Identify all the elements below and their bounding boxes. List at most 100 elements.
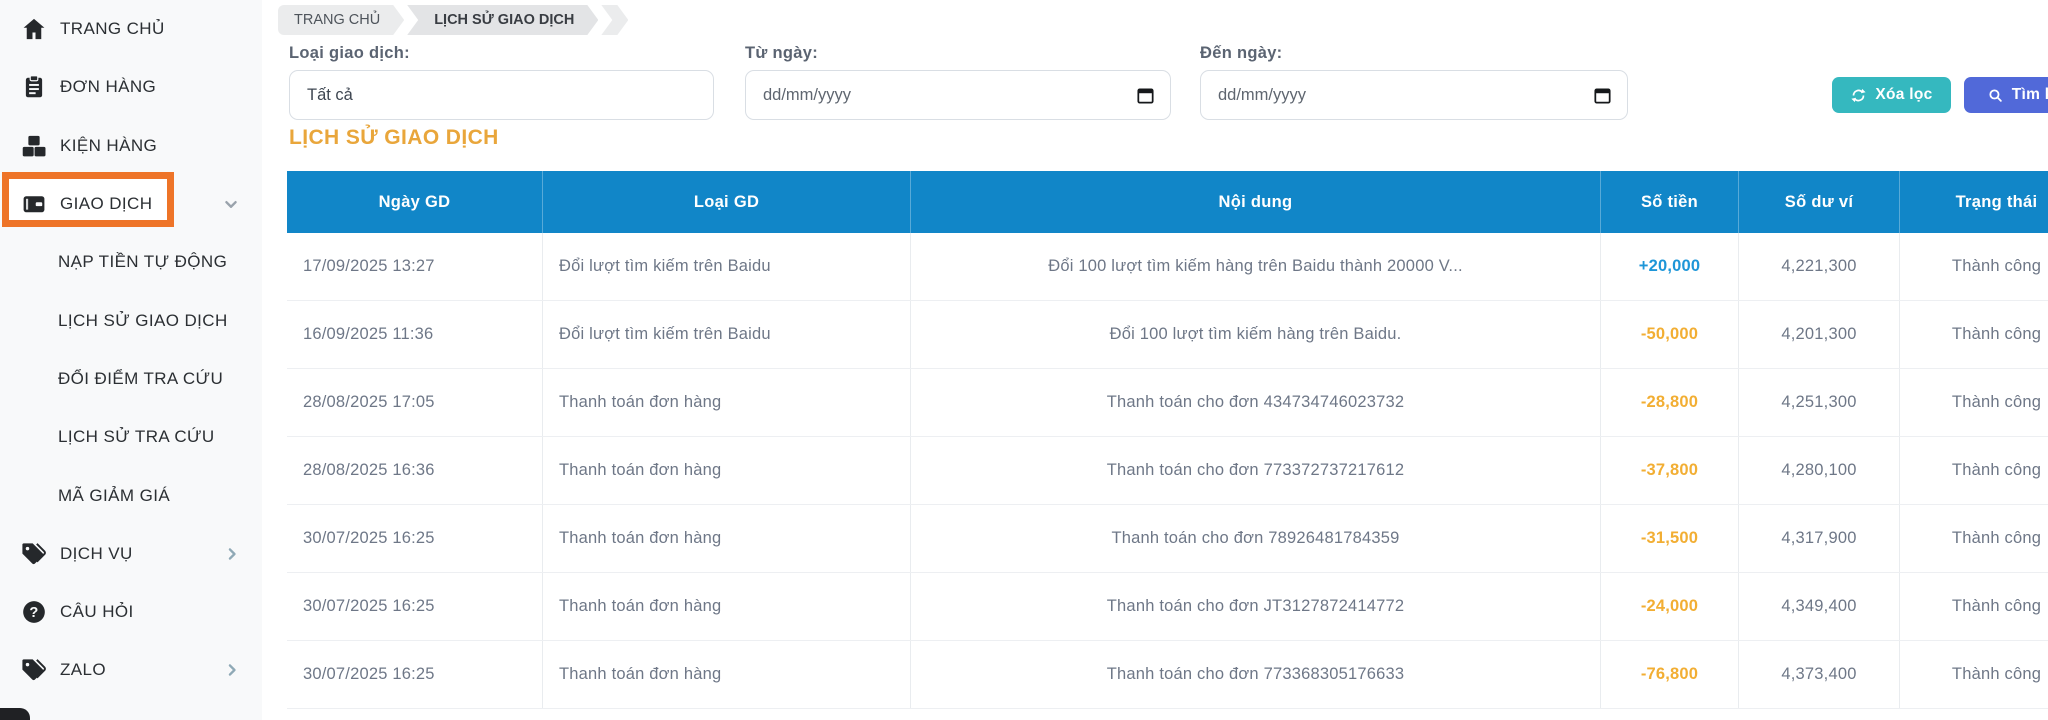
cell-status: Thành công: [1951, 325, 2042, 343]
table-row: 30/07/2025 16:25 Thanh toán đơn hàng Tha…: [287, 505, 2048, 573]
sidebar-item-label: ZALO: [60, 660, 107, 680]
from-date-label: Từ ngày:: [745, 44, 819, 62]
sidebar-item-label: MÃ GIẢM GIÁ: [58, 485, 171, 505]
cell-status: Thành công: [1951, 597, 2042, 615]
table-row: 30/07/2025 16:25 Thanh toán đơn hàng Tha…: [287, 641, 2048, 709]
from-date-placeholder: dd/mm/yyyy: [763, 85, 852, 104]
sidebar-item-trang-chu[interactable]: TRANG CHỦ: [0, 0, 262, 58]
transaction-type-label: Loại giao dịch:: [289, 44, 410, 62]
sidebar-item-lich-su-giao-dich[interactable]: LỊCH SỬ GIAO DỊCH: [0, 291, 262, 349]
table-row: 30/07/2025 16:25 Thanh toán đơn hàng Tha…: [287, 573, 2048, 641]
sidebar-item-nap-tien-tu-dong[interactable]: NẠP TIỀN TỰ ĐỘNG: [0, 233, 262, 291]
clear-filter-button[interactable]: Xóa lọc: [1832, 77, 1951, 113]
home-icon: [21, 16, 47, 42]
search-button[interactable]: Tìm kiếm: [1964, 77, 2048, 113]
sidebar-item-doi-diem-tra-cuu[interactable]: ĐỔI ĐIỂM TRA CỨU: [0, 350, 262, 408]
wallet-icon: [21, 191, 47, 217]
chevron-right-icon: [222, 544, 242, 564]
sidebar-item-lich-su-tra-cuu[interactable]: LỊCH SỬ TRA CỨU: [0, 408, 262, 466]
cell-status: Thành công: [1951, 665, 2042, 683]
sidebar-item-dich-vu[interactable]: DỊCH VỤ: [0, 525, 262, 583]
cell-content: Đổi 100 lượt tìm kiếm hàng trên Baidu th…: [911, 233, 1601, 300]
table-row: 28/08/2025 17:05 Thanh toán đơn hàng Tha…: [287, 369, 2048, 437]
cell-amount: -76,800: [1601, 641, 1739, 708]
clipboard-icon: [21, 74, 47, 100]
cell-status: Thành công: [1951, 257, 2042, 275]
from-date-input[interactable]: dd/mm/yyyy: [745, 70, 1171, 120]
column-header-so-tien: Số tiền: [1601, 171, 1739, 233]
cell-date: 28/08/2025 17:05: [287, 369, 543, 436]
chevron-down-icon: [220, 193, 242, 215]
sidebar-item-giao-dich[interactable]: GIAO DỊCH: [0, 175, 262, 233]
cell-status: Thành công: [1951, 393, 2042, 411]
sidebar-item-label: KIỆN HÀNG: [60, 135, 158, 155]
sidebar-item-label: LỊCH SỬ TRA CỨU: [58, 427, 215, 447]
main-content: TRANG CHỦ LỊCH SỬ GIAO DỊCH Loại giao dị…: [262, 0, 2048, 720]
cell-date: 30/07/2025 16:25: [287, 505, 543, 572]
sidebar-item-label: ĐỔI ĐIỂM TRA CỨU: [58, 368, 224, 388]
sidebar-item-label: ĐƠN HÀNG: [60, 77, 157, 97]
calendar-icon[interactable]: [1135, 85, 1156, 106]
breadcrumb: TRANG CHỦ LỊCH SỬ GIAO DỊCH: [278, 5, 628, 35]
cell-type: Thanh toán đơn hàng: [543, 641, 911, 708]
breadcrumb-item-home[interactable]: TRANG CHỦ: [278, 5, 404, 35]
sidebar-item-ma-giam-gia[interactable]: MÃ GIẢM GIÁ: [0, 466, 262, 524]
cell-type: Thanh toán đơn hàng: [543, 369, 911, 436]
cell-amount: +20,000: [1601, 233, 1739, 300]
cell-date: 16/09/2025 11:36: [287, 301, 543, 368]
cell-balance: 4,280,100: [1739, 437, 1900, 504]
cell-balance: 4,221,300: [1739, 233, 1900, 300]
transaction-type-select[interactable]: Tất cả: [289, 70, 714, 120]
sidebar-item-don-hang[interactable]: ĐƠN HÀNG: [0, 58, 262, 116]
chevron-right-icon: [222, 660, 242, 680]
cell-date: 28/08/2025 16:36: [287, 437, 543, 504]
cell-content: Thanh toán cho đơn 773372737217612: [911, 437, 1601, 504]
cell-balance: 4,317,900: [1739, 505, 1900, 572]
cell-date: 30/07/2025 16:25: [287, 573, 543, 640]
cell-type: Thanh toán đơn hàng: [543, 573, 911, 640]
cell-amount: -37,800: [1601, 437, 1739, 504]
table-row: 17/09/2025 13:27 Đổi lượt tìm kiếm trên …: [287, 233, 2048, 301]
sidebar-item-kien-hang[interactable]: KIỆN HÀNG: [0, 117, 262, 175]
cell-type: Đổi lượt tìm kiếm trên Baidu: [543, 301, 911, 368]
search-icon: [1987, 87, 2004, 104]
table-row: 28/08/2025 16:36 Thanh toán đơn hàng Tha…: [287, 437, 2048, 505]
cell-content: Thanh toán cho đơn 773368305176633: [911, 641, 1601, 708]
column-header-trang-thai: Trạng thái: [1955, 192, 2038, 211]
to-date-input[interactable]: dd/mm/yyyy: [1200, 70, 1628, 120]
cell-amount: -28,800: [1601, 369, 1739, 436]
transaction-table: Ngày GD Loại GD Nội dung Số tiền Số dư v…: [287, 171, 2048, 709]
cell-content: Thanh toán cho đơn 434734746023732: [911, 369, 1601, 436]
calendar-icon[interactable]: [1592, 85, 1613, 106]
breadcrumb-item-current[interactable]: LỊCH SỬ GIAO DỊCH: [407, 5, 598, 35]
tag-icon: [21, 657, 47, 683]
sidebar-item-label: TRANG CHỦ: [60, 19, 165, 39]
cell-type: Đổi lượt tìm kiếm trên Baidu: [543, 233, 911, 300]
cell-balance: 4,373,400: [1739, 641, 1900, 708]
column-header-ngay-gd: Ngày GD: [287, 171, 543, 233]
sidebar-item-zalo[interactable]: ZALO: [0, 641, 262, 699]
cell-date: 30/07/2025 16:25: [287, 641, 543, 708]
sidebar-item-label: NẠP TIỀN TỰ ĐỘNG: [58, 252, 228, 272]
refresh-icon: [1850, 87, 1867, 104]
column-header-noi-dung: Nội dung: [911, 171, 1601, 233]
cell-date: 17/09/2025 13:27: [287, 233, 543, 300]
sidebar-item-label: DỊCH VỤ: [60, 543, 133, 563]
sidebar-item-label: GIAO DỊCH: [60, 194, 153, 214]
cell-status: Thành công: [1951, 529, 2042, 547]
sidebar-item-label: LỊCH SỬ GIAO DỊCH: [58, 310, 228, 330]
sidebar-item-cau-hoi[interactable]: ? CÂU HỎI: [0, 583, 262, 641]
cell-type: Thanh toán đơn hàng: [543, 437, 911, 504]
cell-content: Thanh toán cho đơn JT3127872414772: [911, 573, 1601, 640]
search-button-label: Tìm kiếm: [2011, 86, 2048, 103]
cell-balance: 4,251,300: [1739, 369, 1900, 436]
table-row: 16/09/2025 11:36 Đổi lượt tìm kiếm trên …: [287, 301, 2048, 369]
question-icon: ?: [21, 599, 47, 625]
clear-filter-label: Xóa lọc: [1875, 86, 1933, 103]
to-date-placeholder: dd/mm/yyyy: [1218, 85, 1307, 104]
transaction-type-value: Tất cả: [307, 85, 353, 104]
svg-text:?: ?: [29, 605, 38, 621]
cell-type: Thanh toán đơn hàng: [543, 505, 911, 572]
sidebar: TRANG CHỦ ĐƠN HÀNG KIỆN HÀNG GIAO DỊCH N…: [0, 0, 262, 720]
breadcrumb-tail-arrow: [601, 5, 628, 35]
